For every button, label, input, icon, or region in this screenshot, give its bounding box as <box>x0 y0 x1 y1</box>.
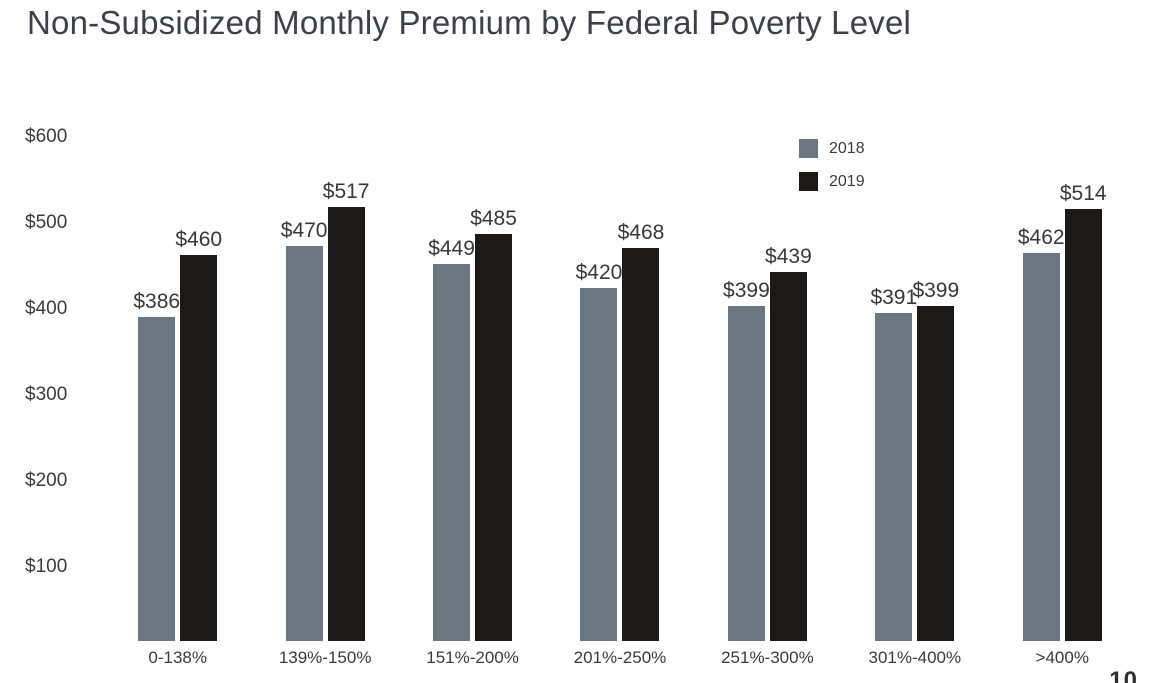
y-axis-tick-label: $500 <box>25 212 68 233</box>
x-axis-category-label: 151%-200% <box>426 648 519 667</box>
legend-item-2018: 2018 <box>799 139 865 158</box>
y-axis-tick-label: $300 <box>25 384 68 405</box>
x-axis-category-label: >400% <box>1035 648 1089 667</box>
bar-2019 <box>1064 209 1102 641</box>
y-axis-tick-label: $600 <box>25 126 68 147</box>
bar-value-label: $439 <box>765 245 812 268</box>
bar-column-2019: $399 <box>912 279 959 641</box>
x-axis-category-label: 251%-300% <box>721 648 814 667</box>
x-axis-category-label: 0-138% <box>148 648 208 667</box>
bar-value-label: $391 <box>870 286 918 309</box>
bar-2019 <box>327 207 365 641</box>
bar-column-2019: $468 <box>618 221 664 641</box>
bar-value-label: $399 <box>723 279 770 302</box>
legend-label-2019: 2019 <box>829 173 865 190</box>
legend: 2018 2019 <box>799 139 865 191</box>
bar-2018 <box>875 313 913 641</box>
chart-title: Non-Subsidized Monthly Premium by Federa… <box>27 4 912 41</box>
bar-2018 <box>138 317 176 641</box>
bar-2019 <box>475 234 513 641</box>
bar-column-2019: $514 <box>1060 182 1107 641</box>
legend-item-2019: 2019 <box>799 172 865 191</box>
bar-column-2019: $439 <box>765 245 812 641</box>
bar-group: $470 $517 139%-150% <box>251 137 398 667</box>
bar-value-label: $468 <box>617 221 665 244</box>
bar-value-label: $449 <box>428 237 475 260</box>
bar-2018 <box>285 246 323 641</box>
legend-label-2018: 2018 <box>829 140 865 157</box>
bar-group: $449 $485 151%-200% <box>399 137 546 667</box>
bar-column-2019: $485 <box>470 207 517 641</box>
legend-swatch-2018 <box>799 139 818 158</box>
bar-2019 <box>180 255 218 641</box>
page-number: 10 <box>1109 667 1138 683</box>
bar-2019 <box>917 306 955 641</box>
bar-groups-container: $386 $460 0-138% $470 $517 139%-150% $449 $485 1… <box>104 137 1136 667</box>
bar-column-2018: $386 <box>133 290 180 641</box>
bar-group: $391 $399 301%-400% <box>841 137 988 667</box>
bar-group: $386 $460 0-138% <box>104 137 251 667</box>
bar-value-label: $420 <box>575 261 623 284</box>
bar-column-2018: $391 <box>870 286 917 641</box>
bar-value-label: $460 <box>175 228 223 251</box>
x-axis-category-label: 139%-150% <box>278 648 372 667</box>
bar-group: $399 $439 251%-300% <box>694 137 841 667</box>
bar-2018 <box>433 264 471 641</box>
bar-2019 <box>769 272 807 641</box>
bar-value-label: $470 <box>280 219 328 242</box>
x-axis-category-label: 301%-400% <box>868 648 962 667</box>
bar-value-label: $386 <box>133 290 181 313</box>
bar-2018 <box>727 306 765 641</box>
bar-value-label: $514 <box>1059 182 1107 205</box>
bar-2019 <box>622 248 660 641</box>
x-axis-category-label: 201%-250% <box>573 648 667 667</box>
bar-column-2018: $449 <box>428 237 475 641</box>
bar-column-2018: $462 <box>1018 226 1065 641</box>
bar-column-2018: $470 <box>281 219 327 641</box>
bar-value-label: $517 <box>322 180 370 203</box>
bar-2018 <box>1022 253 1060 641</box>
bar-value-label: $485 <box>470 207 517 230</box>
y-axis-tick-label: $400 <box>25 298 68 319</box>
bar-group: $462 $514 >400% <box>989 137 1136 667</box>
bar-column-2019: $460 <box>175 228 222 641</box>
bar-column-2019: $517 <box>323 180 369 641</box>
y-axis-tick-label: $200 <box>25 470 68 491</box>
legend-swatch-2019 <box>799 172 818 191</box>
y-axis-tick-label: $100 <box>25 556 68 577</box>
bar-group: $420 $468 201%-250% <box>546 137 693 667</box>
bar-column-2018: $420 <box>576 261 622 641</box>
bar-value-label: $399 <box>912 279 960 302</box>
bar-2018 <box>580 288 618 641</box>
bar-column-2018: $399 <box>723 279 770 641</box>
bar-value-label: $462 <box>1017 226 1065 249</box>
